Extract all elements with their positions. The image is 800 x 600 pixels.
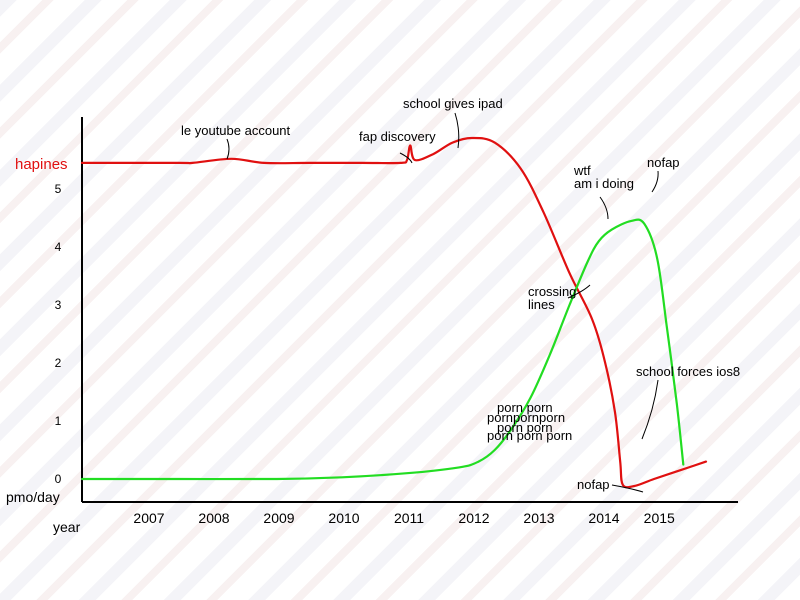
annotation-pointer-wtf	[599, 196, 609, 220]
x-tick-label: 2007	[133, 510, 164, 526]
x-tick-label: 2008	[198, 510, 229, 526]
series-layer	[80, 136, 708, 489]
series-line-pmo	[80, 218, 685, 481]
y-tick-label: 3	[55, 298, 62, 312]
annotation-porn-line: porn porn	[497, 400, 553, 415]
annotation-pointer-ios8	[641, 379, 659, 440]
y-tick-label: 1	[55, 414, 62, 428]
x-tick-label: 2013	[523, 510, 554, 526]
annotation-ios8: school forces ios8	[636, 364, 740, 379]
annotation-nofap-top: nofap	[647, 155, 680, 170]
x-tick-label: 2011	[394, 510, 424, 526]
hapines-axis-label: hapines	[15, 156, 68, 173]
y-tick-label: 4	[55, 240, 62, 254]
annotation-crossing: lines	[528, 297, 555, 312]
annotation-wtf: am i doing	[574, 176, 634, 191]
annotation-porn-line: porn porn porn	[487, 428, 572, 443]
annotation-ipad: school gives ipad	[403, 96, 503, 111]
x-tick-label: 2015	[644, 510, 675, 526]
annotation-pointers	[226, 112, 659, 493]
annotation-pointer-youtube	[226, 138, 230, 160]
pmo-axis-label: pmo/day	[6, 489, 60, 505]
y-tick-label: 2	[55, 356, 62, 370]
x-tick-label: 2009	[263, 510, 294, 526]
annotation-pointer-nofap-top	[651, 170, 659, 193]
annotation-pointer-crossing	[567, 284, 591, 299]
annotation-porn-line: porn porn	[497, 420, 553, 435]
x-axis-title: year	[53, 519, 81, 535]
y-tick-label: 0	[55, 472, 62, 486]
annotation-crossing: crossing	[528, 284, 576, 299]
x-tick-label: 2014	[588, 510, 619, 526]
y-tick-label: 5	[55, 182, 62, 196]
annotations: le youtube account fap discovery school gi…	[181, 96, 740, 492]
annotation-pointer-ipad	[454, 112, 460, 149]
annotation-fap: fap discovery	[359, 129, 436, 144]
x-tick-label: 2010	[328, 510, 359, 526]
x-tick-label: 2012	[458, 510, 489, 526]
annotation-pointer-nofap-bottom	[611, 484, 644, 493]
series-line-hapines	[80, 136, 708, 489]
annotation-porn-line: pornpornporn	[487, 410, 565, 425]
annotation-nofap-bottom: nofap	[577, 477, 610, 492]
annotation-pointer-fap	[399, 152, 413, 164]
annotation-youtube: le youtube account	[181, 123, 291, 138]
tick-labels: 0 1 2 3 4 5 2007 2008 2009 2010 2011 2012 2013 2014 20…	[55, 182, 675, 526]
annotation-wtf: wtf	[573, 163, 591, 178]
